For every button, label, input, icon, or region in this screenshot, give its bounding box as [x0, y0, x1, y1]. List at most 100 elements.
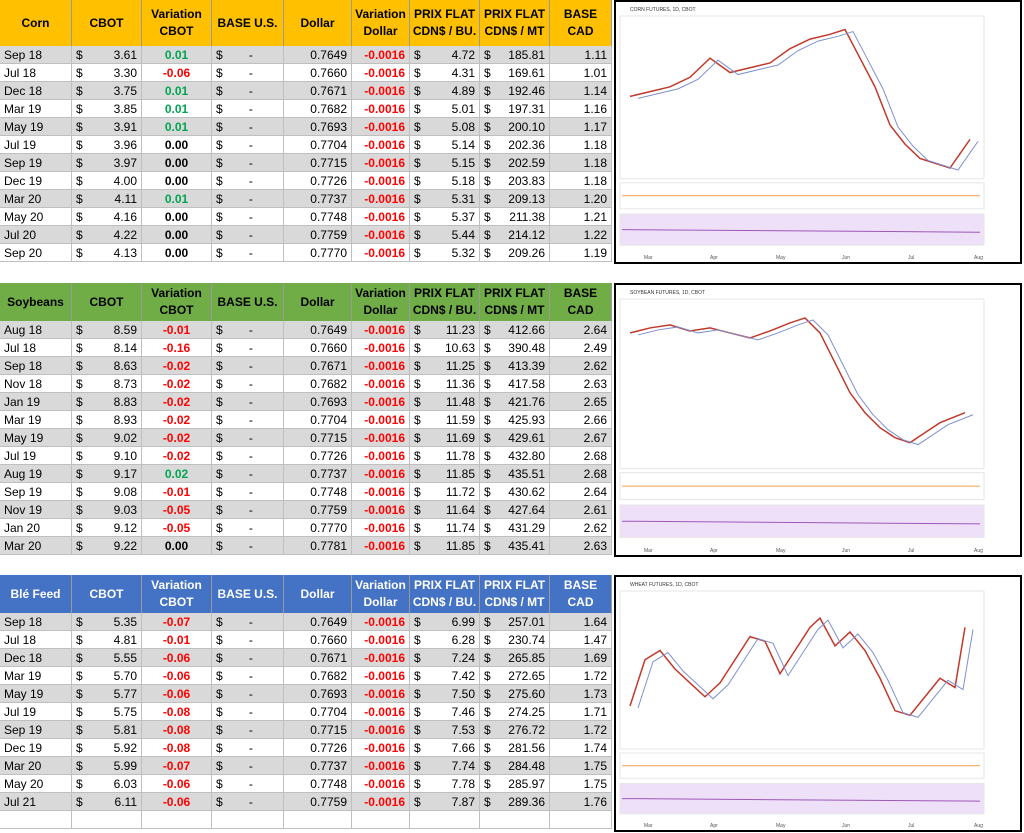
header-text: Variation [355, 578, 406, 592]
currency: $ [414, 48, 421, 62]
currency: $ [414, 633, 421, 647]
dollar-variation: -0.0016 [364, 192, 405, 206]
cell: 2.65 [550, 393, 612, 411]
header-text: BASE CAD [563, 578, 598, 609]
rsi-line [621, 798, 981, 802]
cbot-variation: 0.01 [164, 192, 189, 206]
cell: $ - [212, 775, 284, 793]
cell: -0.0016 [352, 465, 410, 483]
cell: -0.06 [142, 64, 212, 82]
base-cad: 1.01 [583, 66, 607, 80]
cell: $429.61 [480, 429, 550, 447]
header-text: CDN$ / MT [484, 303, 545, 317]
currency: $ [216, 467, 223, 481]
dollar-variation: -0.0016 [364, 48, 405, 62]
cell: Mar 20 [0, 190, 72, 208]
contract-month: May 19 [4, 431, 44, 445]
flat-price-mt: 169.61 [508, 66, 545, 80]
cell: $3.85 [72, 100, 142, 118]
dollar-rate: 0.7704 [310, 413, 347, 427]
dollar-rate: 0.7682 [310, 102, 347, 116]
cell: $435.51 [480, 465, 550, 483]
cell: Jul 20 [0, 226, 72, 244]
cbot-price: 9.02 [113, 431, 137, 445]
currency: $ [414, 449, 421, 463]
currency: $ [216, 431, 223, 445]
cell: Jul 19 [0, 136, 72, 154]
currency: $ [414, 341, 421, 355]
chart-thumbnail: WHEAT FUTURES, 1D, CBOT Mar Apr May Jun Jul Au… [614, 575, 1022, 832]
cell: 1.64 [550, 613, 612, 631]
header-text: PRIX FLAT [483, 578, 546, 592]
cbot-price: 8.63 [113, 359, 137, 373]
cell: Nov 19 [0, 501, 72, 519]
currency: $ [76, 323, 83, 337]
cell: $9.03 [72, 501, 142, 519]
table-row: Jan 19 $8.83 -0.02 $ -0.7693 -0.0016 $11.48 $42… [0, 393, 612, 411]
header-cell: CBOT [72, 283, 142, 321]
cell [284, 811, 352, 829]
cell: $11.85 [410, 465, 480, 483]
header-text: CDN$ / BU. [412, 303, 477, 317]
contract-month: Sep 18 [4, 615, 43, 629]
cell: $ - [212, 757, 284, 775]
cbot-price: 3.96 [113, 138, 137, 152]
cell: -0.06 [142, 793, 212, 811]
base-us: - [248, 431, 253, 445]
table-section: Soybeans CBOT Variation CBOT BASE U.S. Dollar… [0, 283, 612, 555]
table-header: Corn CBOT Variation CBOT BASE U.S. Dollar Vari… [0, 0, 612, 46]
cbot-variation: -0.08 [162, 741, 191, 755]
header-cell: BASE U.S. [212, 0, 284, 46]
flat-price-bu: 5.01 [451, 102, 475, 116]
dollar-rate: 0.7737 [310, 192, 347, 206]
table-row: Jul 21 $6.11 -0.06 $ -0.7759 -0.0016 $7.87 $289… [0, 793, 612, 811]
dollar-variation: -0.0016 [364, 503, 405, 517]
cell: 1.75 [550, 757, 612, 775]
cell: -0.0016 [352, 100, 410, 118]
flat-price-mt: 285.97 [508, 777, 545, 791]
table-section: Corn CBOT Variation CBOT BASE U.S. Dollar Vari… [0, 0, 612, 262]
cbot-price: 3.30 [113, 66, 137, 80]
contract-month: Sep 18 [4, 359, 43, 373]
base-us: - [248, 449, 253, 463]
chart-svg: WHEAT FUTURES, 1D, CBOT Mar Apr May Jun Jul Au… [619, 582, 985, 829]
base-us: - [248, 395, 253, 409]
currency: $ [76, 503, 83, 517]
cbot-price: 9.08 [113, 485, 137, 499]
cbot-variation: -0.05 [162, 503, 191, 517]
cell: 1.72 [550, 667, 612, 685]
header-cell: PRIX FLAT CDN$ / BU. [410, 283, 480, 321]
contract-month: May 19 [4, 687, 44, 701]
currency: $ [216, 102, 223, 116]
cell: $ - [212, 793, 284, 811]
ma-line [637, 319, 974, 446]
month-label: May [776, 548, 786, 554]
base-cad: 2.67 [583, 431, 607, 445]
cell: 0.01 [142, 100, 212, 118]
table-row: May 19 $9.02 -0.02 $ -0.7715 -0.0016 $11.69 $42… [0, 429, 612, 447]
cell: 1.14 [550, 82, 612, 100]
cbot-variation: -0.07 [162, 759, 191, 773]
flat-price-bu: 7.66 [451, 741, 475, 755]
cell: $ - [212, 649, 284, 667]
dollar-rate: 0.7671 [310, 359, 347, 373]
cell: 1.19 [550, 244, 612, 262]
currency: $ [484, 467, 491, 481]
cell: -0.02 [142, 411, 212, 429]
cell: $431.29 [480, 519, 550, 537]
cell: -0.05 [142, 519, 212, 537]
cell: -0.0016 [352, 775, 410, 793]
flat-price-bu: 5.18 [451, 174, 475, 188]
table-row: Jan 20 $9.12 -0.05 $ -0.7770 -0.0016 $11.74 $43… [0, 519, 612, 537]
currency: $ [76, 377, 83, 391]
currency: $ [216, 687, 223, 701]
header-cell: PRIX FLAT CDN$ / BU. [410, 0, 480, 46]
cbot-variation: -0.06 [162, 669, 191, 683]
dollar-rate: 0.7748 [310, 210, 347, 224]
cell: $9.22 [72, 537, 142, 555]
cell: 1.69 [550, 649, 612, 667]
base-us: - [248, 651, 253, 665]
cell: 0.01 [142, 82, 212, 100]
dollar-rate: 0.7737 [310, 759, 347, 773]
cbot-variation: -0.02 [162, 413, 191, 427]
